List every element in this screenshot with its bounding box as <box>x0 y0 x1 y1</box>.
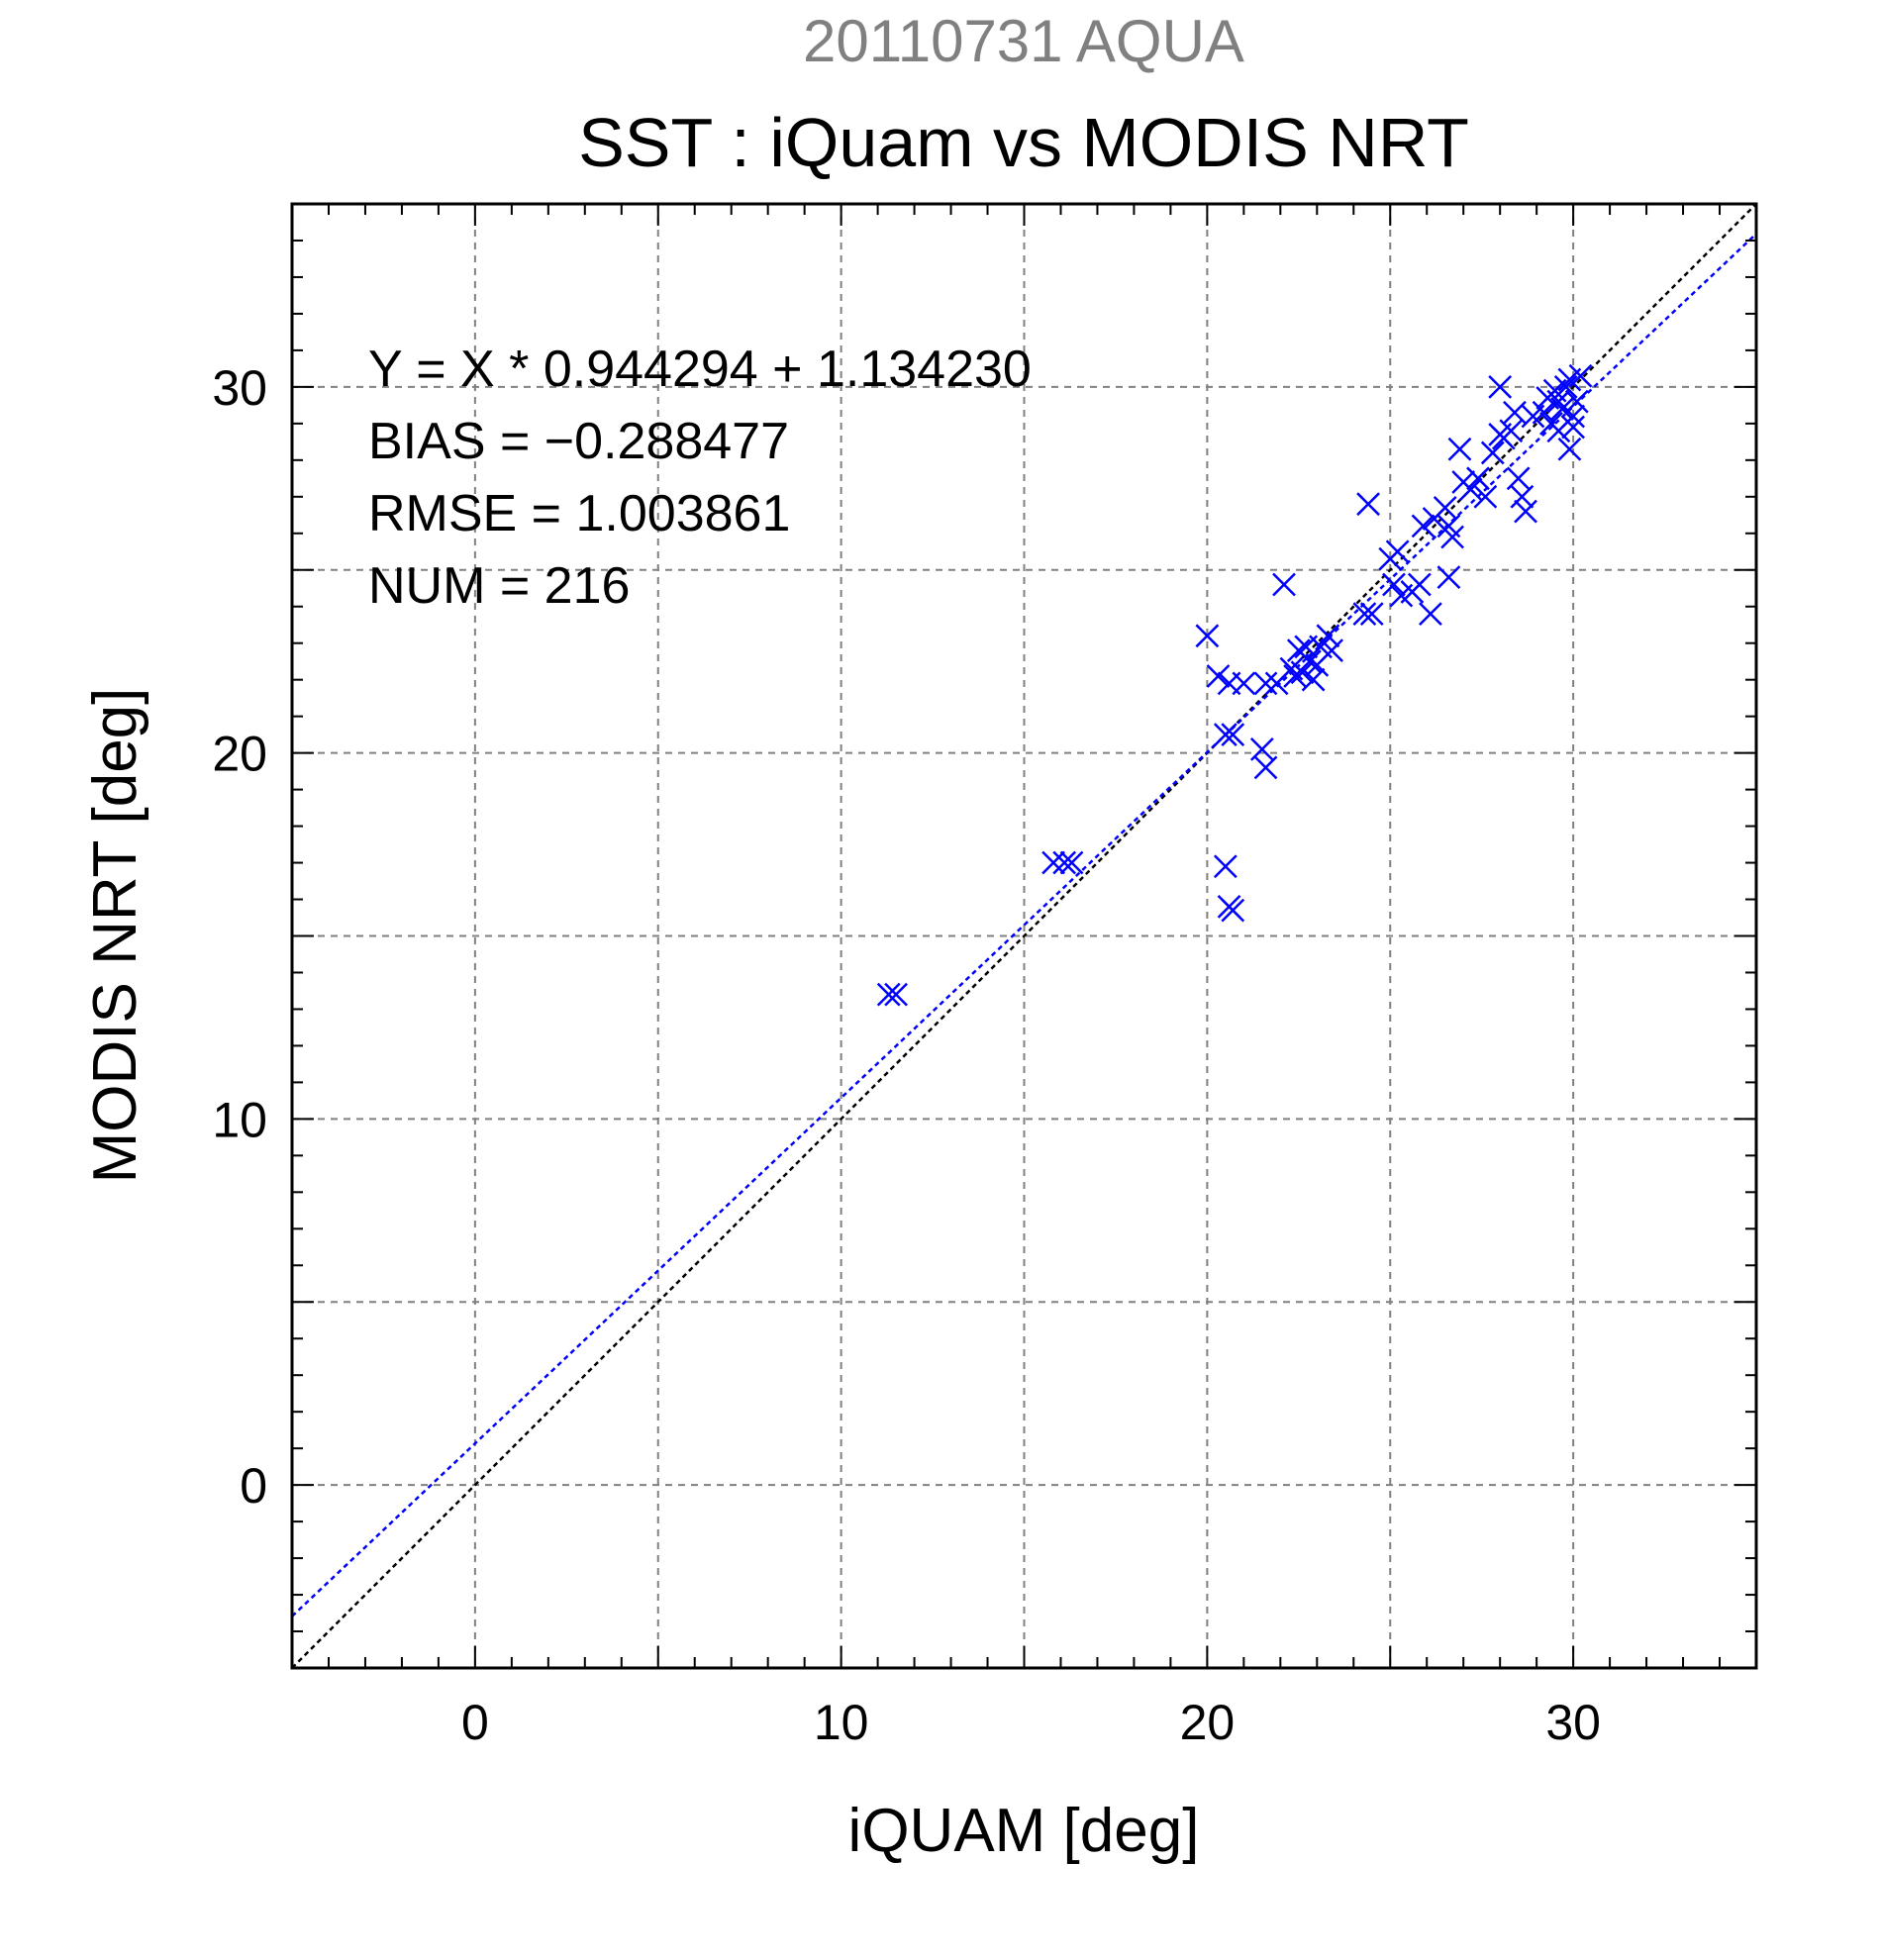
x-tick-label: 0 <box>461 1695 489 1750</box>
y-tick-labels: 0 10 20 30 <box>212 360 267 1514</box>
data-point <box>1272 572 1296 597</box>
data-point <box>1290 660 1315 685</box>
data-point <box>1059 850 1084 875</box>
data-point <box>1385 539 1410 564</box>
data-point <box>1488 423 1513 446</box>
data-point <box>1206 664 1231 688</box>
data-point <box>1213 723 1238 747</box>
data-point <box>1561 415 1586 440</box>
data-point <box>1213 854 1238 879</box>
data-point <box>1352 602 1377 627</box>
data-point <box>1407 572 1432 597</box>
data-point <box>1249 737 1274 761</box>
data-point <box>1546 389 1571 414</box>
stat-line: Y = X * 0.944294 + 1.134230 <box>368 341 1032 398</box>
data-point <box>1436 565 1461 590</box>
stat-line: BIAS = −0.288477 <box>368 413 789 470</box>
data-point <box>1564 389 1589 414</box>
data-point <box>1447 437 1472 461</box>
x-tick-label: 30 <box>1545 1695 1601 1750</box>
data-point <box>1557 437 1582 461</box>
data-point <box>1301 667 1326 692</box>
data-point <box>1052 850 1077 875</box>
data-point <box>1221 898 1245 923</box>
y-tick-label: 10 <box>212 1092 267 1147</box>
data-point <box>1510 484 1534 509</box>
data-point <box>1458 477 1483 502</box>
data-point <box>1553 374 1578 399</box>
data-point <box>1195 624 1220 648</box>
data-point <box>1419 602 1442 627</box>
data-point <box>1320 638 1343 662</box>
data-point <box>1488 374 1513 399</box>
data-point <box>1253 755 1278 780</box>
plot-frame <box>290 202 1758 1670</box>
data-point <box>1557 367 1582 392</box>
data-point <box>1283 664 1307 688</box>
statistics-block: Y = X * 0.944294 + 1.134230 BIAS = −0.288… <box>368 341 1032 615</box>
data-point <box>1473 484 1498 509</box>
data-point <box>1550 397 1574 421</box>
reference-lines <box>292 204 1756 1668</box>
one-to-one-line <box>292 204 1756 1668</box>
data-point <box>1356 492 1380 517</box>
chart-title: SST : iQuam vs MODIS NRT <box>578 104 1469 181</box>
data-point <box>1316 624 1340 648</box>
data-point <box>1232 671 1256 696</box>
x-tick-labels: 0 10 20 30 <box>461 1695 1601 1750</box>
x-axis-label: iQUAM [deg] <box>848 1797 1200 1865</box>
chart-date-title: 20110731 AQUA <box>803 8 1244 74</box>
regression-fit-line <box>292 233 1756 1617</box>
data-point <box>1411 514 1436 539</box>
data-point <box>1506 466 1531 491</box>
data-point <box>1532 400 1556 425</box>
data-point <box>1433 496 1457 520</box>
y-axis-label: MODIS NRT [deg] <box>81 688 149 1184</box>
data-point <box>1514 499 1537 524</box>
data-point <box>1359 602 1384 627</box>
data-point <box>1480 441 1505 465</box>
data-point <box>884 982 908 1007</box>
y-tick-label: 0 <box>240 1458 267 1514</box>
stat-line: RMSE = 1.003861 <box>368 485 790 542</box>
data-point <box>1503 400 1527 425</box>
axis-ticks <box>291 203 1757 1669</box>
data-point <box>1382 572 1406 597</box>
data-point <box>876 982 901 1007</box>
data-point <box>1221 723 1245 747</box>
data-point <box>1253 671 1278 696</box>
data-point <box>1041 850 1065 875</box>
x-tick-label: 10 <box>814 1695 869 1750</box>
data-point <box>1440 525 1464 549</box>
y-tick-label: 20 <box>212 727 267 782</box>
stat-line: NUM = 216 <box>368 557 630 615</box>
x-tick-label: 20 <box>1180 1695 1236 1750</box>
data-point <box>1466 466 1490 491</box>
data-points <box>876 363 1593 1007</box>
y-tick-label: 30 <box>212 360 267 416</box>
